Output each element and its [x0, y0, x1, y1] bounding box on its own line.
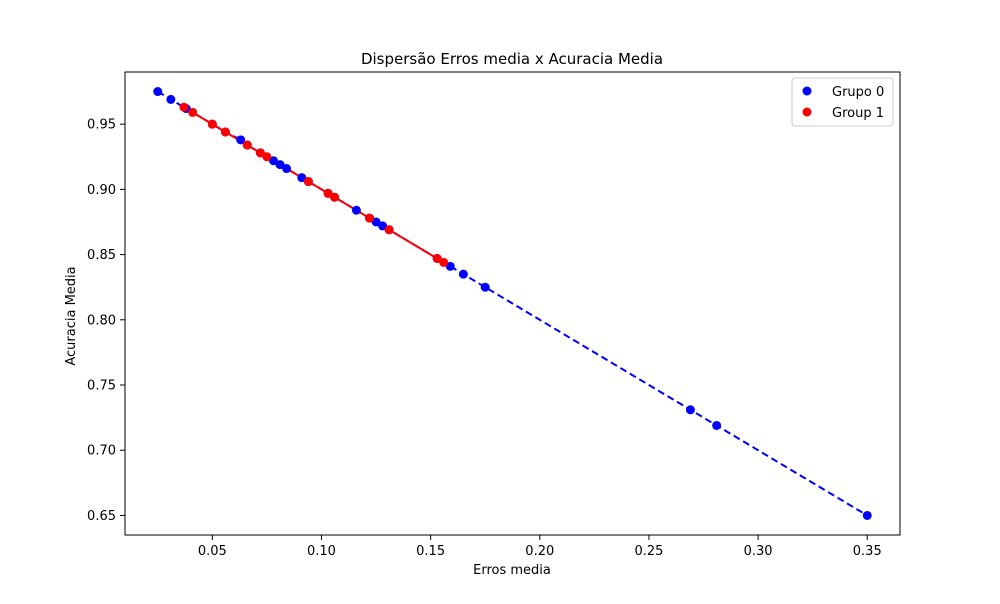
legend-label-0: Grupo 0 — [832, 85, 884, 100]
series-1-point — [255, 148, 265, 158]
series-1-point — [188, 107, 198, 117]
y-tick-label: 0.70 — [87, 444, 116, 459]
series-0-point — [378, 221, 388, 231]
legend-box — [791, 77, 894, 127]
series-1-point — [330, 192, 340, 202]
series-0-point — [268, 156, 278, 166]
series-0-point — [862, 510, 872, 520]
x-tick-label: 0.25 — [634, 544, 663, 559]
series-1-point — [242, 140, 252, 150]
series-0-point — [712, 420, 722, 430]
series-1-point — [439, 257, 449, 267]
series-0-point — [166, 94, 176, 104]
series-0-point — [371, 217, 381, 227]
y-tick-label: 0.95 — [87, 118, 116, 133]
series-1-point — [432, 254, 442, 263]
series-0-point — [351, 205, 361, 215]
y-tick-label: 0.90 — [87, 183, 116, 198]
series-0-point — [282, 164, 292, 174]
series-1-point — [303, 177, 313, 187]
series-0-point — [236, 135, 246, 145]
legend-marker-1 — [802, 107, 812, 117]
y-tick-label: 0.80 — [87, 313, 116, 328]
series-0-point — [445, 261, 455, 271]
y-tick-label: 0.85 — [87, 248, 116, 263]
series-0-point — [480, 282, 490, 292]
series-0-point — [275, 160, 285, 170]
series-1-point — [179, 102, 189, 112]
series-1-point — [384, 225, 394, 235]
y-tick-label: 0.75 — [87, 379, 116, 394]
series-1-point — [365, 213, 375, 223]
series-0-point — [685, 405, 695, 415]
x-tick-label: 0.15 — [416, 544, 445, 559]
x-tick-label: 0.10 — [307, 544, 336, 559]
series-1-point — [262, 152, 272, 162]
x-tick-label: 0.20 — [525, 544, 554, 559]
series-1-point — [220, 127, 230, 137]
series-0-point — [297, 173, 307, 183]
axes: 0.05 0.10 0.15 0.20 0.25 0.30 0.35 0.65 0.70 0.75… — [87, 71, 901, 559]
series-0-point — [153, 87, 163, 97]
series-1-point — [323, 188, 333, 198]
plot-frame — [124, 71, 901, 536]
x-tick-label: 0.30 — [744, 544, 773, 559]
legend: Grupo 0 Group 1 — [791, 77, 894, 127]
legend-marker-0 — [802, 86, 812, 96]
series-0-point — [458, 269, 468, 279]
chart-title: Dispersão Erros media x Acuracia Media — [361, 50, 663, 68]
plot-area — [153, 87, 872, 520]
x-tick-label: 0.35 — [853, 544, 882, 559]
y-tick-label: 0.65 — [87, 509, 116, 524]
x-tick-label: 0.05 — [198, 544, 227, 559]
legend-label-1: Group 1 — [832, 106, 884, 121]
y-axis-title: Acuracia Media — [64, 266, 79, 365]
x-axis-title: Erros media — [473, 563, 551, 578]
series-1-point — [207, 119, 217, 129]
